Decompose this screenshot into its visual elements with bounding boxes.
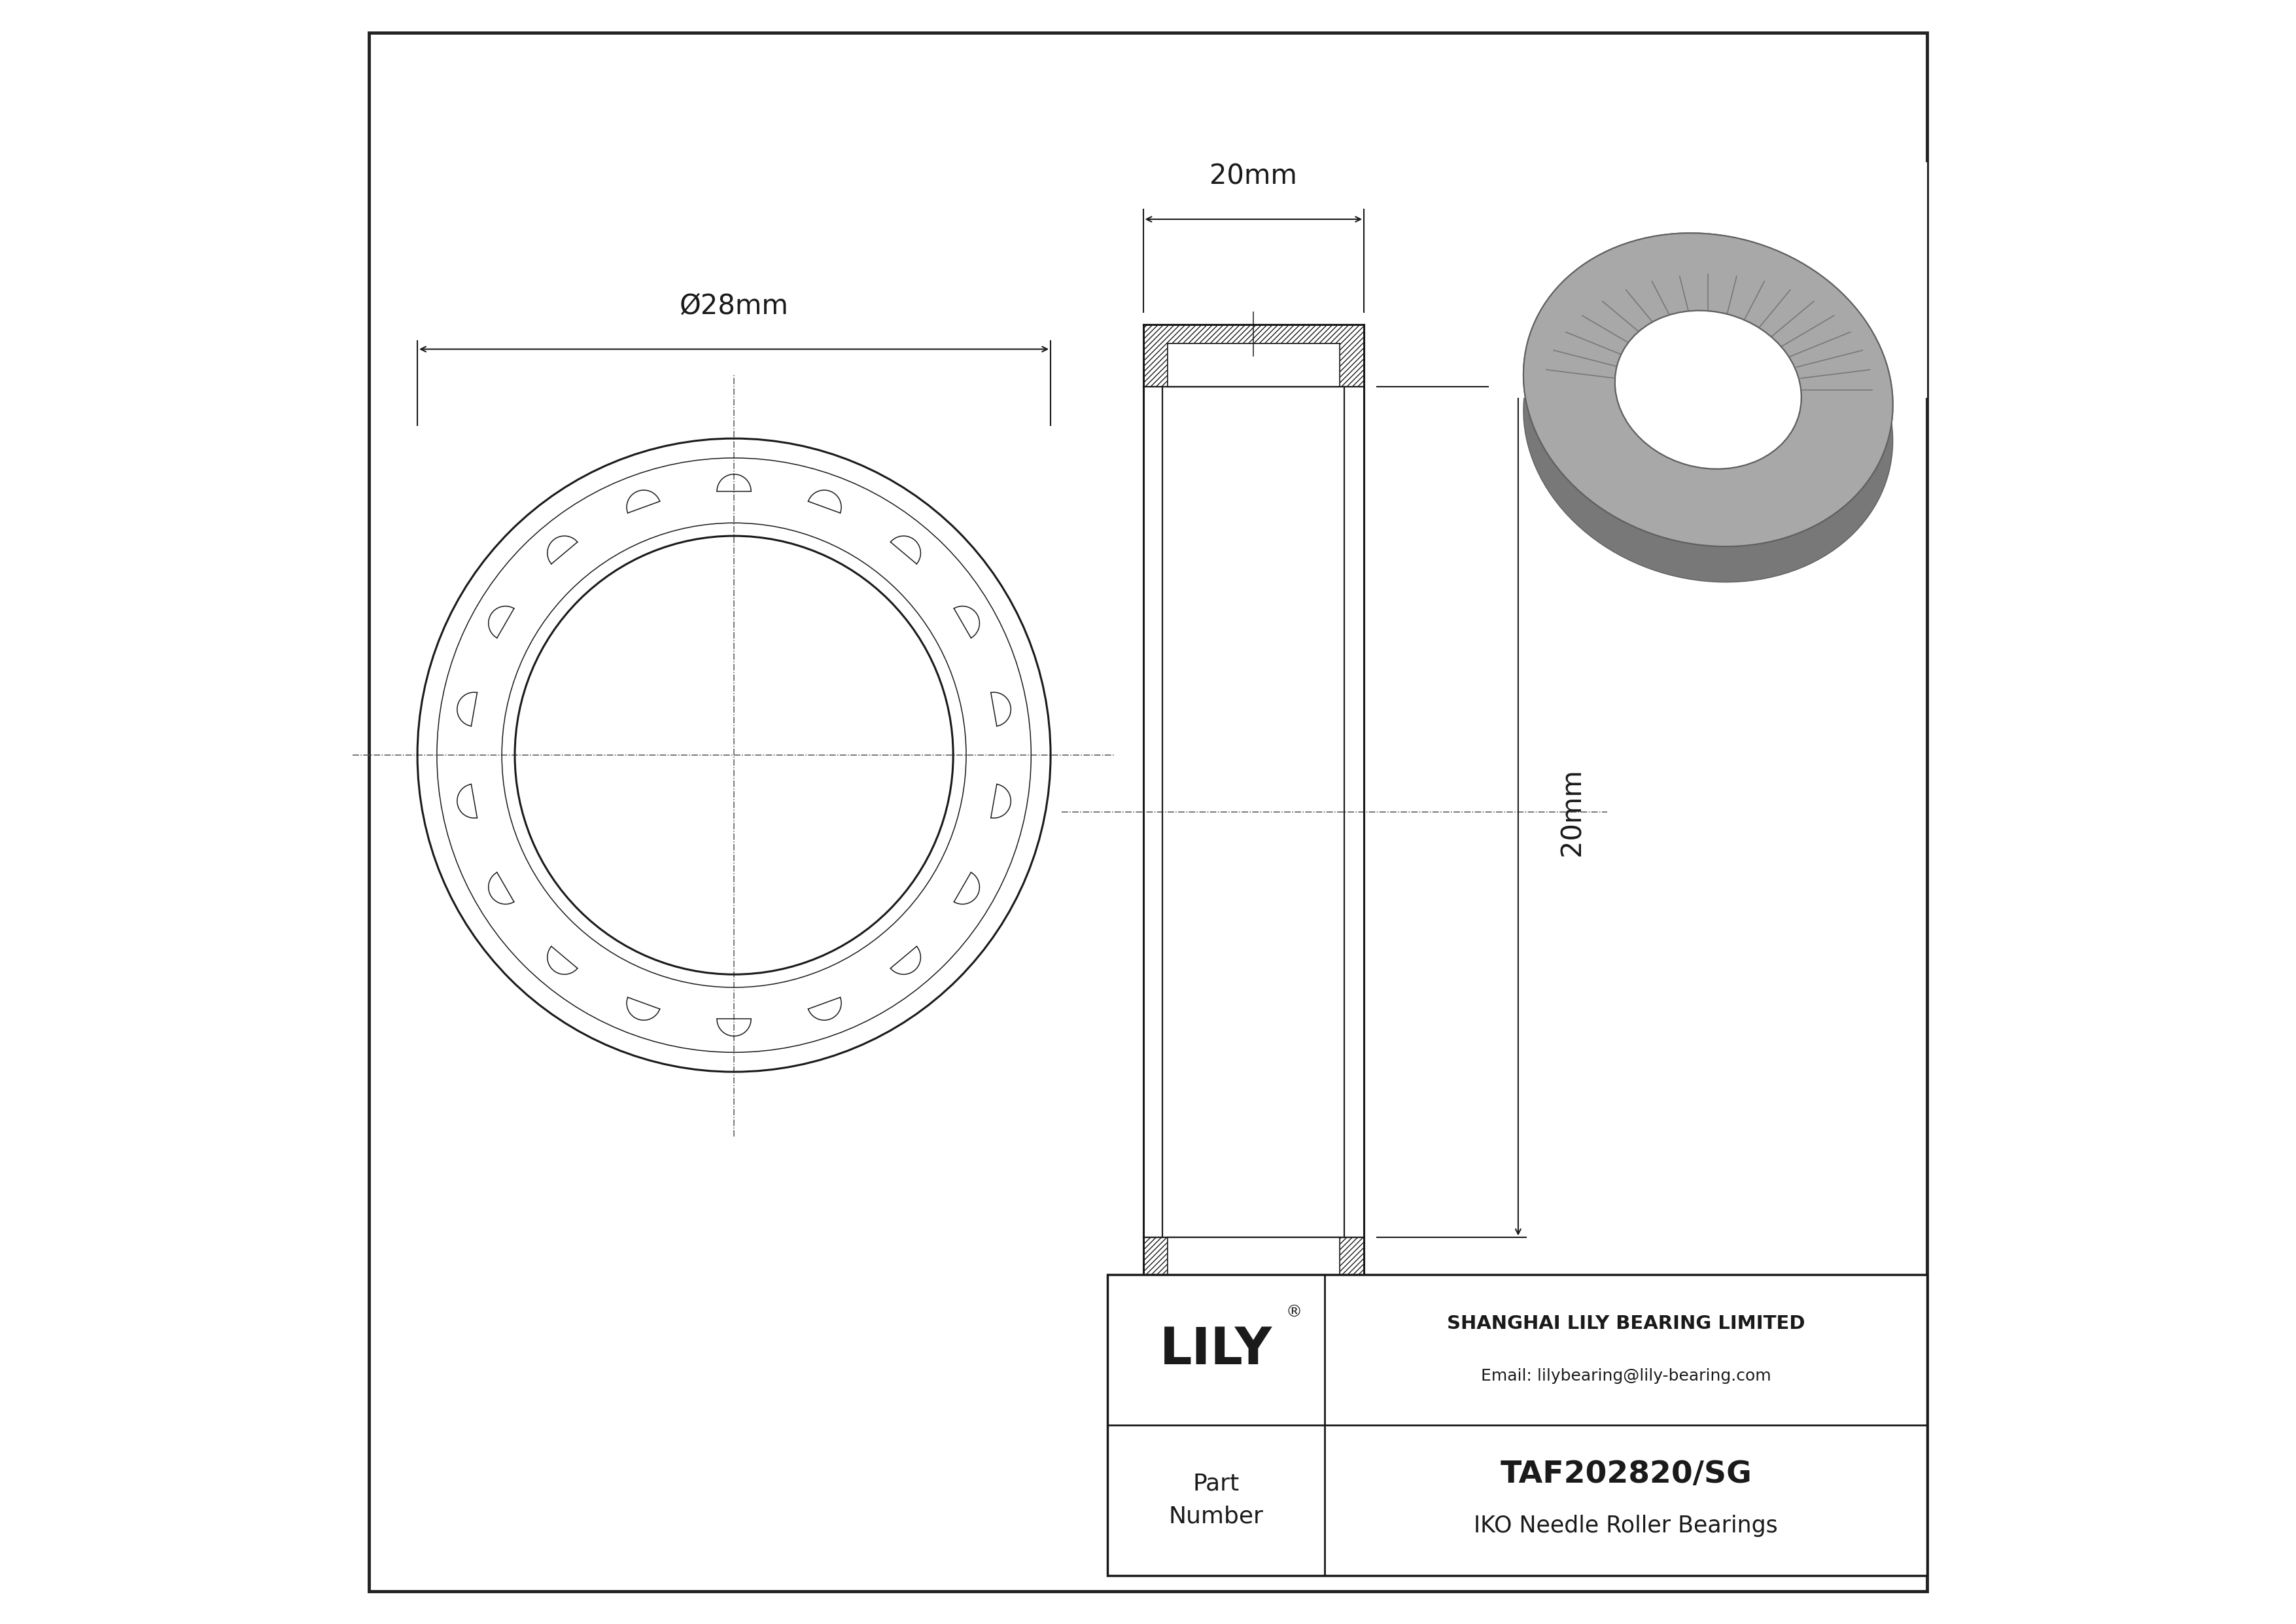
- Bar: [1143, 1237, 1364, 1299]
- Bar: [1488, 162, 1926, 398]
- Text: TAF202820/SG: TAF202820/SG: [1499, 1460, 1752, 1489]
- Text: Part: Part: [1192, 1473, 1240, 1496]
- Ellipse shape: [1614, 346, 1802, 505]
- Text: Ø28mm: Ø28mm: [680, 292, 788, 320]
- Text: SHANGHAI LILY BEARING LIMITED: SHANGHAI LILY BEARING LIMITED: [1446, 1315, 1805, 1333]
- Text: 20mm: 20mm: [1210, 162, 1297, 190]
- Bar: [1107, 1275, 1926, 1575]
- Text: LILY: LILY: [1159, 1325, 1272, 1376]
- Text: Number: Number: [1169, 1505, 1263, 1528]
- Ellipse shape: [1614, 310, 1802, 469]
- Bar: [1166, 343, 1339, 387]
- Ellipse shape: [1614, 310, 1802, 469]
- Ellipse shape: [1525, 234, 1892, 546]
- Text: 20mm: 20mm: [1559, 768, 1587, 856]
- Text: IKO Needle Roller Bearings: IKO Needle Roller Bearings: [1474, 1515, 1777, 1538]
- Text: Email: lilybearing@lily-bearing.com: Email: lilybearing@lily-bearing.com: [1481, 1367, 1770, 1384]
- Ellipse shape: [1525, 234, 1892, 546]
- Bar: [1143, 325, 1364, 387]
- Ellipse shape: [1525, 270, 1892, 581]
- Bar: [1166, 1237, 1339, 1281]
- Ellipse shape: [1614, 310, 1802, 469]
- Text: ®: ®: [1286, 1304, 1302, 1320]
